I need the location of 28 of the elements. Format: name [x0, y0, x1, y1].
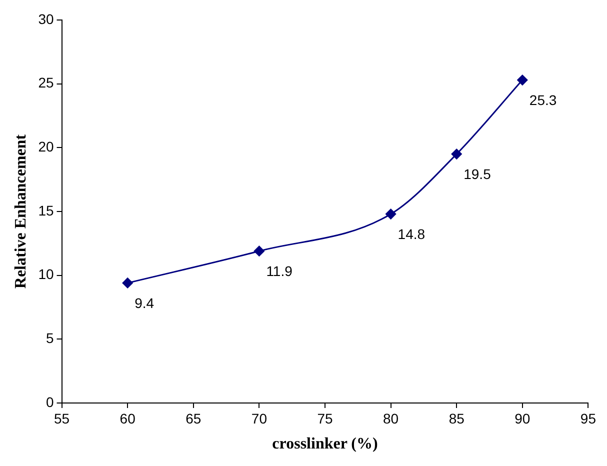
- y-tick-label: 5: [46, 330, 54, 346]
- point: [451, 148, 462, 160]
- y-tick-label: 10: [38, 266, 54, 282]
- data-label: 25.3: [529, 92, 557, 108]
- data-label: 19.5: [464, 166, 492, 182]
- point: [517, 74, 528, 86]
- y-tick-label: 30: [38, 10, 54, 27]
- x-tick-label: 70: [251, 410, 268, 426]
- y-tick-label: 15: [38, 202, 54, 218]
- point: [254, 246, 264, 256]
- x-tick-label: 55: [54, 410, 70, 426]
- x-tick-label: 85: [448, 410, 465, 426]
- y-tick-label: 20: [38, 138, 54, 155]
- y-tick-label: 25: [38, 74, 54, 91]
- data-label: 11.9: [266, 262, 293, 279]
- x-tick-label: 80: [383, 410, 399, 426]
- y-axis-title: Relative Enhancement: [12, 134, 30, 289]
- x-tick-label: 75: [317, 410, 333, 426]
- data-label: 9.4: [134, 294, 154, 311]
- x-tick-label: 65: [186, 410, 202, 426]
- x-tick-label: 90: [514, 410, 530, 426]
- point: [122, 278, 133, 288]
- x-tick-label: 60: [120, 410, 136, 426]
- data-label: 14.8: [398, 226, 426, 242]
- point: [386, 208, 396, 220]
- x-tick-label: 95: [580, 410, 596, 426]
- x-axis-title: crosslinker (%): [272, 436, 378, 453]
- y-tick-label: 0: [46, 394, 54, 410]
